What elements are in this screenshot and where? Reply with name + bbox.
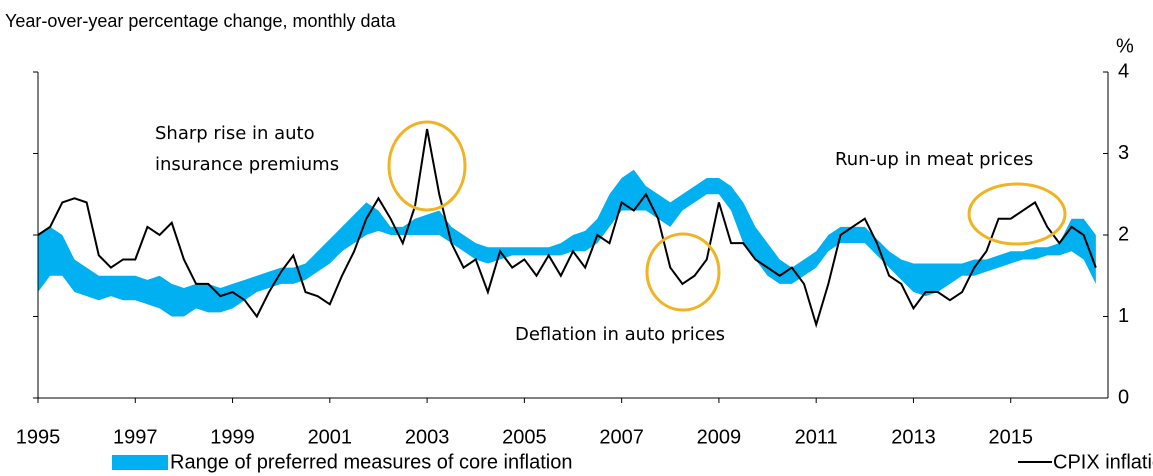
highlight-circle	[387, 120, 467, 212]
y-tick-label: 4	[1118, 60, 1129, 82]
x-tick-label: 2013	[891, 426, 936, 448]
legend-label: Range of preferred measures of core infl…	[170, 451, 572, 473]
x-tick-label: 2011	[795, 426, 838, 448]
cpix-line	[37, 128, 1097, 329]
annotation: Deflation in auto prices	[515, 324, 725, 345]
y-tick-label: 0	[1118, 386, 1129, 408]
chart-title: Year-over-year percentage change, monthl…	[5, 11, 397, 31]
x-tick-label: 1995	[16, 426, 61, 448]
range-band	[38, 169, 1096, 317]
highlight-circle	[645, 232, 721, 312]
annotation: Sharp rise in auto	[155, 123, 315, 144]
x-tick-label: 2005	[502, 426, 547, 448]
x-tick-label: 2007	[599, 426, 644, 448]
y-axis-unit: %	[1116, 35, 1134, 57]
x-tick-label: 2003	[405, 426, 450, 448]
highlight-circle	[967, 182, 1067, 246]
annotation: Run-up in meat prices	[835, 149, 1033, 170]
plot-area: 0 1 2 3 4 1995 1997 1999 2001 2003 2005 2007 2009 201…	[16, 60, 1129, 448]
y-tick-label: 3	[1118, 142, 1129, 164]
x-tick-label: 1997	[113, 426, 158, 448]
annotation: insurance premiums	[155, 154, 339, 175]
y-tick-label: 1	[1118, 305, 1129, 327]
legend-label: CPIX inflation	[1053, 451, 1153, 473]
x-tick-label: 2015	[988, 426, 1033, 448]
legend-swatch	[112, 455, 168, 470]
x-tick-label: 2001	[308, 426, 353, 448]
x-tick-label: 2009	[697, 426, 742, 448]
y-tick-label: 2	[1118, 223, 1129, 245]
x-tick-label: 1999	[210, 426, 255, 448]
